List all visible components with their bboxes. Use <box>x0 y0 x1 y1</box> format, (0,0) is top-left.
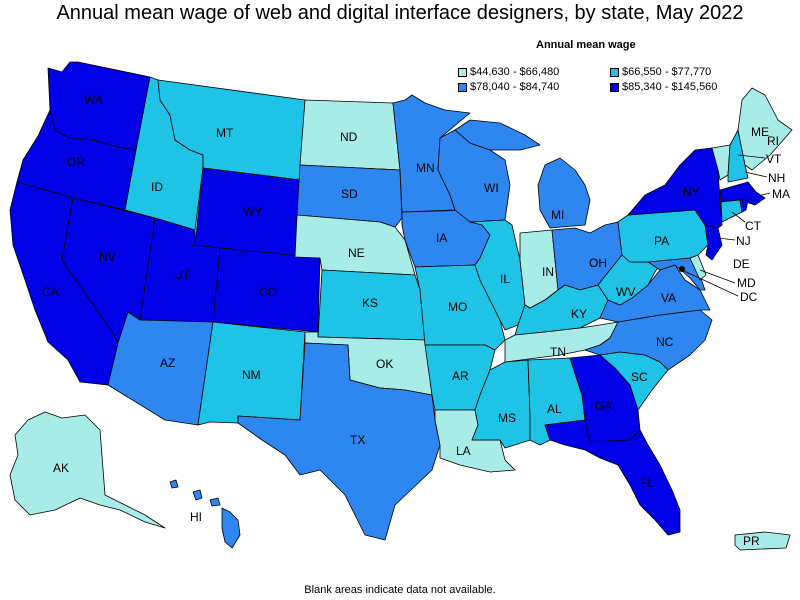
label-ks: KS <box>362 296 378 310</box>
state-il[interactable] <box>469 219 526 331</box>
state-ak[interactable] <box>9 411 166 529</box>
state-hi[interactable] <box>169 479 241 549</box>
dc-marker[interactable] <box>679 266 685 272</box>
label-ut: UT <box>174 268 191 282</box>
state-nj[interactable] <box>704 224 723 261</box>
label-pa: PA <box>654 234 669 248</box>
label-nv: NV <box>99 250 116 264</box>
state-ct[interactable] <box>720 199 743 223</box>
label-vt: VT <box>766 152 782 166</box>
label-wi: WI <box>484 181 499 195</box>
state-me[interactable] <box>737 87 793 171</box>
legend-label-3: $78,040 - $84,740 <box>470 81 560 93</box>
legend-item-2: $66,550 - $77,770 <box>610 66 711 78</box>
label-il: IL <box>500 272 510 286</box>
label-id: ID <box>151 180 163 194</box>
legend-swatch-2 <box>610 67 619 77</box>
label-de: DE <box>733 257 750 271</box>
label-mt: MT <box>216 126 234 140</box>
label-ct: CT <box>745 219 762 233</box>
label-sc: SC <box>631 370 648 384</box>
vt-callout <box>737 154 766 159</box>
legend-swatch-1 <box>458 67 467 77</box>
label-nc: NC <box>656 335 674 349</box>
label-mn: MN <box>416 161 435 175</box>
label-nm: NM <box>242 368 261 382</box>
legend-swatch-4 <box>610 82 619 92</box>
label-wv: WV <box>616 285 635 299</box>
legend-item-3: $78,040 - $84,740 <box>458 81 559 93</box>
legend-item-1: $44,630 - $66,480 <box>458 66 559 78</box>
label-wy: WY <box>243 205 262 219</box>
footnote: Blank areas indicate data not available. <box>304 584 496 596</box>
label-az: AZ <box>160 356 175 370</box>
label-ma: MA <box>772 187 790 201</box>
label-nd: ND <box>340 130 358 144</box>
label-ga: GA <box>595 399 612 413</box>
state-ri[interactable] <box>739 199 749 213</box>
state-pr[interactable] <box>734 531 791 551</box>
label-la: LA <box>456 444 471 458</box>
label-ia: IA <box>436 231 447 245</box>
state-tx[interactable] <box>237 342 441 541</box>
ma-callout <box>757 192 771 197</box>
label-ok: OK <box>376 357 393 371</box>
legend-label-1: $44,630 - $66,480 <box>470 66 560 78</box>
label-sd: SD <box>341 187 358 201</box>
label-nj: NJ <box>736 234 751 248</box>
label-ms: MS <box>498 411 516 425</box>
label-ne: NE <box>348 246 365 260</box>
label-dc: DC <box>740 290 758 304</box>
state-vt[interactable] <box>711 144 731 181</box>
state-nc[interactable] <box>584 309 713 371</box>
label-ak: AK <box>53 461 69 475</box>
state-labels: WA OR CA NV ID MT WY UT CO AZ NM ND SD N… <box>42 93 790 548</box>
label-ca: CA <box>42 285 59 299</box>
label-fl: FL <box>640 476 654 490</box>
md-callout <box>699 269 736 284</box>
label-al: AL <box>547 402 562 416</box>
legend-swatch-3 <box>458 82 467 92</box>
label-hi: HI <box>190 510 202 524</box>
label-nh: NH <box>768 171 785 185</box>
ct-callout <box>731 211 746 223</box>
state-fl[interactable] <box>544 419 681 536</box>
legend-title: Annual mean wage <box>536 39 636 51</box>
label-co: CO <box>259 285 277 299</box>
label-tn: TN <box>550 345 566 359</box>
nh-callout <box>744 171 768 178</box>
label-ri: RI <box>767 134 779 148</box>
label-ar: AR <box>452 369 469 383</box>
label-me: ME <box>751 125 769 139</box>
state-mi[interactable] <box>454 119 591 229</box>
label-tx: TX <box>350 433 365 447</box>
legend-item-4: $85,340 - $145,560 <box>610 81 717 93</box>
label-wa: WA <box>84 93 103 107</box>
label-in: IN <box>542 265 554 279</box>
legend-label-4: $85,340 - $145,560 <box>622 81 718 93</box>
label-mi: MI <box>551 208 564 222</box>
label-ny: NY <box>683 185 700 199</box>
map-title: Annual mean wage of web and digital inte… <box>56 2 744 24</box>
label-md: MD <box>737 276 756 290</box>
nj-callout <box>717 237 736 241</box>
label-oh: OH <box>589 256 607 270</box>
dc-callout <box>683 270 739 297</box>
label-or: OR <box>67 155 85 169</box>
label-ky: KY <box>571 307 587 321</box>
label-va: VA <box>661 291 676 305</box>
label-mo: MO <box>448 300 467 314</box>
label-pr: PR <box>743 534 760 548</box>
legend-label-2: $66,550 - $77,770 <box>622 66 712 78</box>
